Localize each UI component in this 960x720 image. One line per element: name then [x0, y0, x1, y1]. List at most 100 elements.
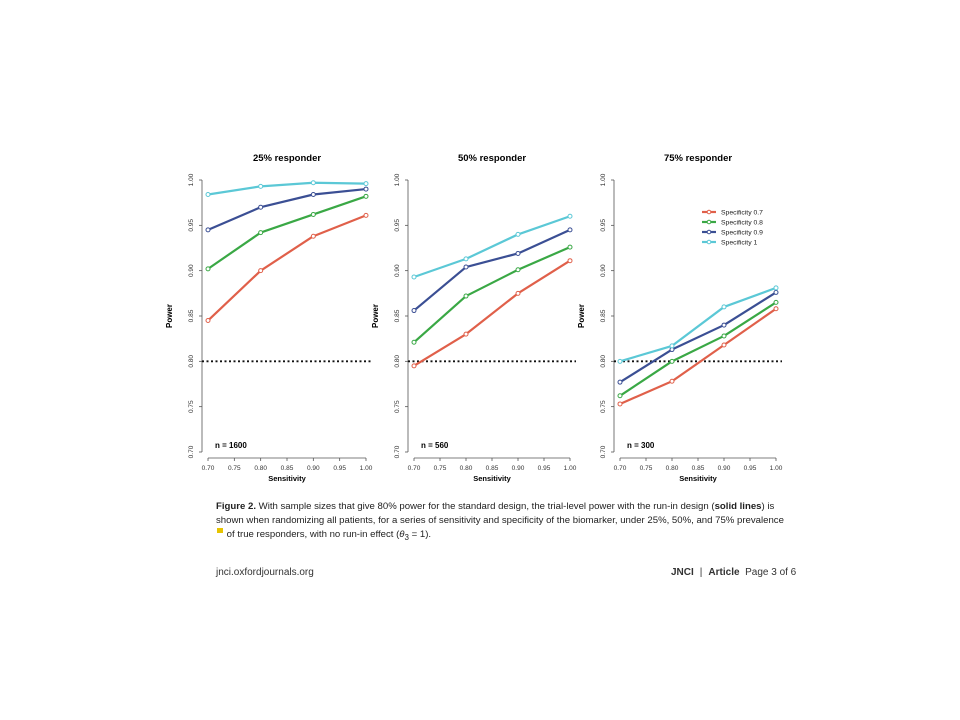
x-tick-label: 0.75 [640, 465, 653, 472]
legend-label: Specificity 0.9 [721, 229, 763, 236]
legend-marker [706, 239, 712, 245]
legend-label: Specificity 0.8 [721, 219, 763, 226]
x-tick-label: 0.95 [333, 465, 346, 472]
x-tick-label: 1.00 [360, 465, 373, 472]
data-point [205, 318, 211, 324]
x-tick-label: 0.70 [408, 465, 421, 472]
x-tick-label: 1.00 [770, 465, 783, 472]
sample-size-label: n = 300 [627, 441, 655, 450]
data-point [617, 393, 623, 399]
y-tick-label: 0.70 [600, 445, 607, 458]
y-tick-label: 0.85 [600, 309, 607, 322]
panel-title: 50% responder [458, 153, 526, 164]
data-point [310, 211, 316, 217]
series-line [413, 246, 571, 344]
x-tick-label: 0.95 [538, 465, 551, 472]
data-point [411, 274, 417, 280]
data-point [310, 180, 316, 186]
data-point [669, 378, 675, 384]
data-point [515, 250, 521, 256]
caption-text-d: = 1). [408, 529, 432, 540]
legend-marker [706, 209, 712, 215]
y-tick-label: 0.70 [394, 445, 401, 458]
data-point [773, 306, 779, 312]
data-point [363, 186, 369, 192]
data-point [567, 244, 573, 250]
x-axis-label: Sensitivity [268, 474, 306, 483]
data-point [515, 290, 521, 296]
y-tick-label: 1.00 [394, 173, 401, 186]
y-tick-label: 0.70 [188, 445, 195, 458]
panel-title: 75% responder [664, 153, 732, 164]
series-line [413, 215, 571, 279]
y-tick-label: 0.75 [188, 400, 195, 413]
data-point [721, 342, 727, 348]
data-point [310, 192, 316, 198]
y-tick-label: 0.80 [394, 355, 401, 368]
y-tick-label: 0.75 [600, 400, 607, 413]
y-tick-label: 0.80 [188, 355, 195, 368]
caption-text-a: With sample sizes that give 80% power fo… [255, 501, 715, 512]
series-line [413, 228, 571, 312]
footer-separator: | [699, 567, 703, 578]
data-point [363, 181, 369, 187]
data-point [205, 266, 211, 272]
sample-size-label: n = 1600 [215, 441, 247, 450]
data-point [721, 304, 727, 310]
y-tick-label: 0.95 [600, 219, 607, 232]
footer-url[interactable]: jnci.oxfordjournals.org [216, 567, 314, 578]
series-line [413, 259, 571, 367]
y-tick-label: 1.00 [600, 173, 607, 186]
caption-theta: θ [399, 529, 405, 540]
y-axis-label: Power [371, 304, 380, 328]
y-tick-label: 1.00 [188, 173, 195, 186]
data-point [205, 192, 211, 198]
series-line [207, 195, 367, 270]
series-line [619, 301, 777, 397]
x-tick-label: 1.00 [564, 465, 577, 472]
series-line [207, 187, 367, 231]
sample-size-label: n = 560 [421, 441, 449, 450]
data-point [567, 258, 573, 264]
data-point [721, 322, 727, 328]
series-line [207, 214, 367, 322]
data-point [669, 358, 675, 364]
legend-label: Specificity 1 [721, 239, 757, 246]
y-tick-label: 0.85 [188, 309, 195, 322]
x-tick-label: 0.80 [460, 465, 473, 472]
footer-journal: JNCI [671, 567, 694, 578]
x-tick-label: 0.90 [512, 465, 525, 472]
data-point [669, 343, 675, 349]
y-tick-label: 0.90 [600, 264, 607, 277]
reference-marker [217, 528, 223, 533]
y-axis-label: Power [577, 304, 586, 328]
figure-caption: Figure 2. With sample sizes that give 80… [216, 500, 786, 545]
data-point [515, 231, 521, 237]
data-point [310, 233, 316, 239]
data-point [463, 256, 469, 262]
y-tick-label: 0.75 [394, 400, 401, 413]
x-tick-label: 0.85 [281, 465, 294, 472]
y-tick-label: 0.85 [394, 309, 401, 322]
series-line [619, 291, 777, 384]
x-tick-label: 0.90 [718, 465, 731, 472]
panel-title: 25% responder [253, 153, 321, 164]
data-point [773, 289, 779, 295]
x-tick-label: 0.70 [202, 465, 215, 472]
y-tick-label: 0.95 [394, 219, 401, 232]
x-tick-label: 0.75 [228, 465, 241, 472]
y-axis-label: Power [165, 304, 174, 328]
x-tick-label: 0.80 [254, 465, 267, 472]
series-line [619, 307, 777, 405]
x-axis-label: Sensitivity [473, 474, 511, 483]
data-point [411, 339, 417, 345]
data-point [411, 308, 417, 314]
x-tick-label: 0.90 [307, 465, 320, 472]
legend-marker [706, 219, 712, 225]
data-point [258, 183, 264, 189]
x-tick-label: 0.70 [614, 465, 627, 472]
caption-text-c: of true responders, with no run-in effec… [224, 529, 400, 540]
data-point [363, 212, 369, 218]
legend-label: Specificity 0.7 [721, 209, 763, 216]
y-tick-label: 0.90 [188, 264, 195, 277]
